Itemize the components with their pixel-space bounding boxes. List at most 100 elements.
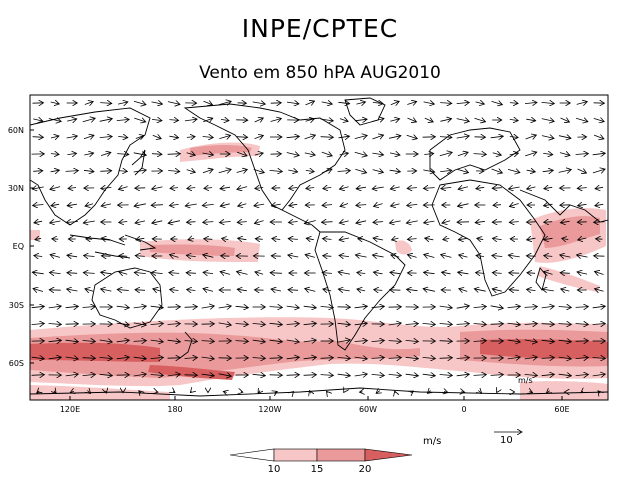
wind-arrow <box>322 222 333 223</box>
wind-arrow <box>578 238 587 240</box>
wind-arrow <box>578 204 587 205</box>
wind-arrow <box>286 102 299 104</box>
wind-arrow <box>222 238 229 239</box>
wind-arrow <box>255 188 264 189</box>
wind-arrow <box>560 221 570 222</box>
wind-arrow <box>541 358 555 359</box>
wind-arrow <box>374 204 383 207</box>
wind-arrow <box>423 102 435 104</box>
wind-arrow <box>558 307 572 308</box>
wind-arrow <box>238 204 247 206</box>
wind-arrow <box>405 340 419 341</box>
wind-arrow <box>152 187 163 189</box>
wind-arrow <box>153 289 162 292</box>
wind-arrow <box>303 306 317 308</box>
wind-arrow <box>560 255 571 257</box>
wind-arrow <box>338 272 350 274</box>
wind-arrow <box>286 357 300 359</box>
wind-arrow <box>559 153 570 156</box>
wind-arrow <box>357 289 366 291</box>
wind-arrow <box>407 188 417 189</box>
wind-arrow <box>235 306 249 307</box>
wind-arrow <box>253 169 265 172</box>
wind-arrow <box>269 340 283 342</box>
wind-arrow <box>65 306 79 307</box>
wind-arrow <box>321 102 333 104</box>
wind-arrow <box>100 152 111 155</box>
wind-arrow <box>372 187 384 189</box>
wind-arrow <box>119 222 128 223</box>
wind-arrow <box>134 118 145 122</box>
wind-arrow <box>388 323 402 325</box>
wind-arrow <box>372 153 383 155</box>
lon-label-0: 0 <box>461 405 466 414</box>
wind-arrow <box>491 169 503 173</box>
wind-arrow <box>255 239 263 240</box>
wind-arrow <box>106 391 107 393</box>
wind-arrow <box>184 341 198 342</box>
wind-arrow <box>322 205 333 206</box>
wind-arrow <box>117 154 129 155</box>
wind-arrow <box>135 290 146 291</box>
wind-arrow <box>286 306 300 308</box>
wind-arrow <box>321 152 332 156</box>
wind-arrow <box>204 188 213 189</box>
wind-arrow <box>288 255 299 257</box>
wind-arrow <box>119 272 128 274</box>
wind-arrow <box>48 306 62 308</box>
wind-arrow <box>439 152 452 155</box>
wind-arrow <box>541 119 554 122</box>
wind-arrow <box>422 357 436 358</box>
wind-arrow <box>406 221 418 223</box>
wind-arrow <box>524 324 538 325</box>
wind-arrow <box>581 391 583 392</box>
wind-arrow <box>99 357 113 358</box>
wind-arrow <box>371 119 384 122</box>
wind-arrow <box>473 341 487 342</box>
wind-arrow <box>577 255 588 257</box>
wind-arrow <box>337 171 351 172</box>
wind-arrow <box>116 357 130 359</box>
wind-arrow <box>235 341 249 342</box>
legend-value-15: 15 <box>311 464 324 475</box>
wind-arrow <box>407 118 417 122</box>
wind-arrow <box>440 119 451 122</box>
wind-arrow <box>151 205 163 206</box>
wind-arrow <box>372 102 383 103</box>
wind-arrow <box>388 341 402 342</box>
wind-arrow <box>507 340 521 342</box>
wind-arrow <box>167 154 181 155</box>
wind-arrow <box>440 103 452 104</box>
wind-arrow <box>219 135 230 138</box>
legend-value-20: 20 <box>359 464 372 475</box>
wind-arrow <box>201 306 215 308</box>
wind-arrow <box>354 357 368 359</box>
wind-arrow <box>269 170 283 171</box>
wind-arrow <box>542 170 554 171</box>
wind-arrow <box>203 222 214 223</box>
wind-arrow <box>288 239 298 240</box>
wind-arrow <box>576 102 588 105</box>
wind-arrow <box>388 374 402 375</box>
wind-arrow <box>65 171 79 172</box>
wind-arrow <box>407 102 416 105</box>
wind-arrow <box>407 239 417 240</box>
wind-arrow <box>304 153 315 155</box>
wind-arrow <box>473 154 487 155</box>
wind-arrow <box>441 187 452 188</box>
wind-arrow <box>546 391 549 394</box>
wind-arrow <box>169 204 179 205</box>
wind-arrow <box>306 238 314 239</box>
wind-arrow <box>150 340 164 342</box>
wind-arrow <box>354 135 367 138</box>
wind-arrow <box>392 238 399 240</box>
wind-arrow <box>527 289 536 290</box>
wind-arrow <box>459 289 468 292</box>
wind-arrow <box>492 238 502 239</box>
wind-arrow <box>592 306 606 308</box>
wind-arrow <box>31 375 45 376</box>
wind-arrow <box>526 170 536 172</box>
wind-arrow <box>190 391 191 392</box>
wind-arrow <box>116 306 130 308</box>
wind-arrow <box>133 170 147 172</box>
